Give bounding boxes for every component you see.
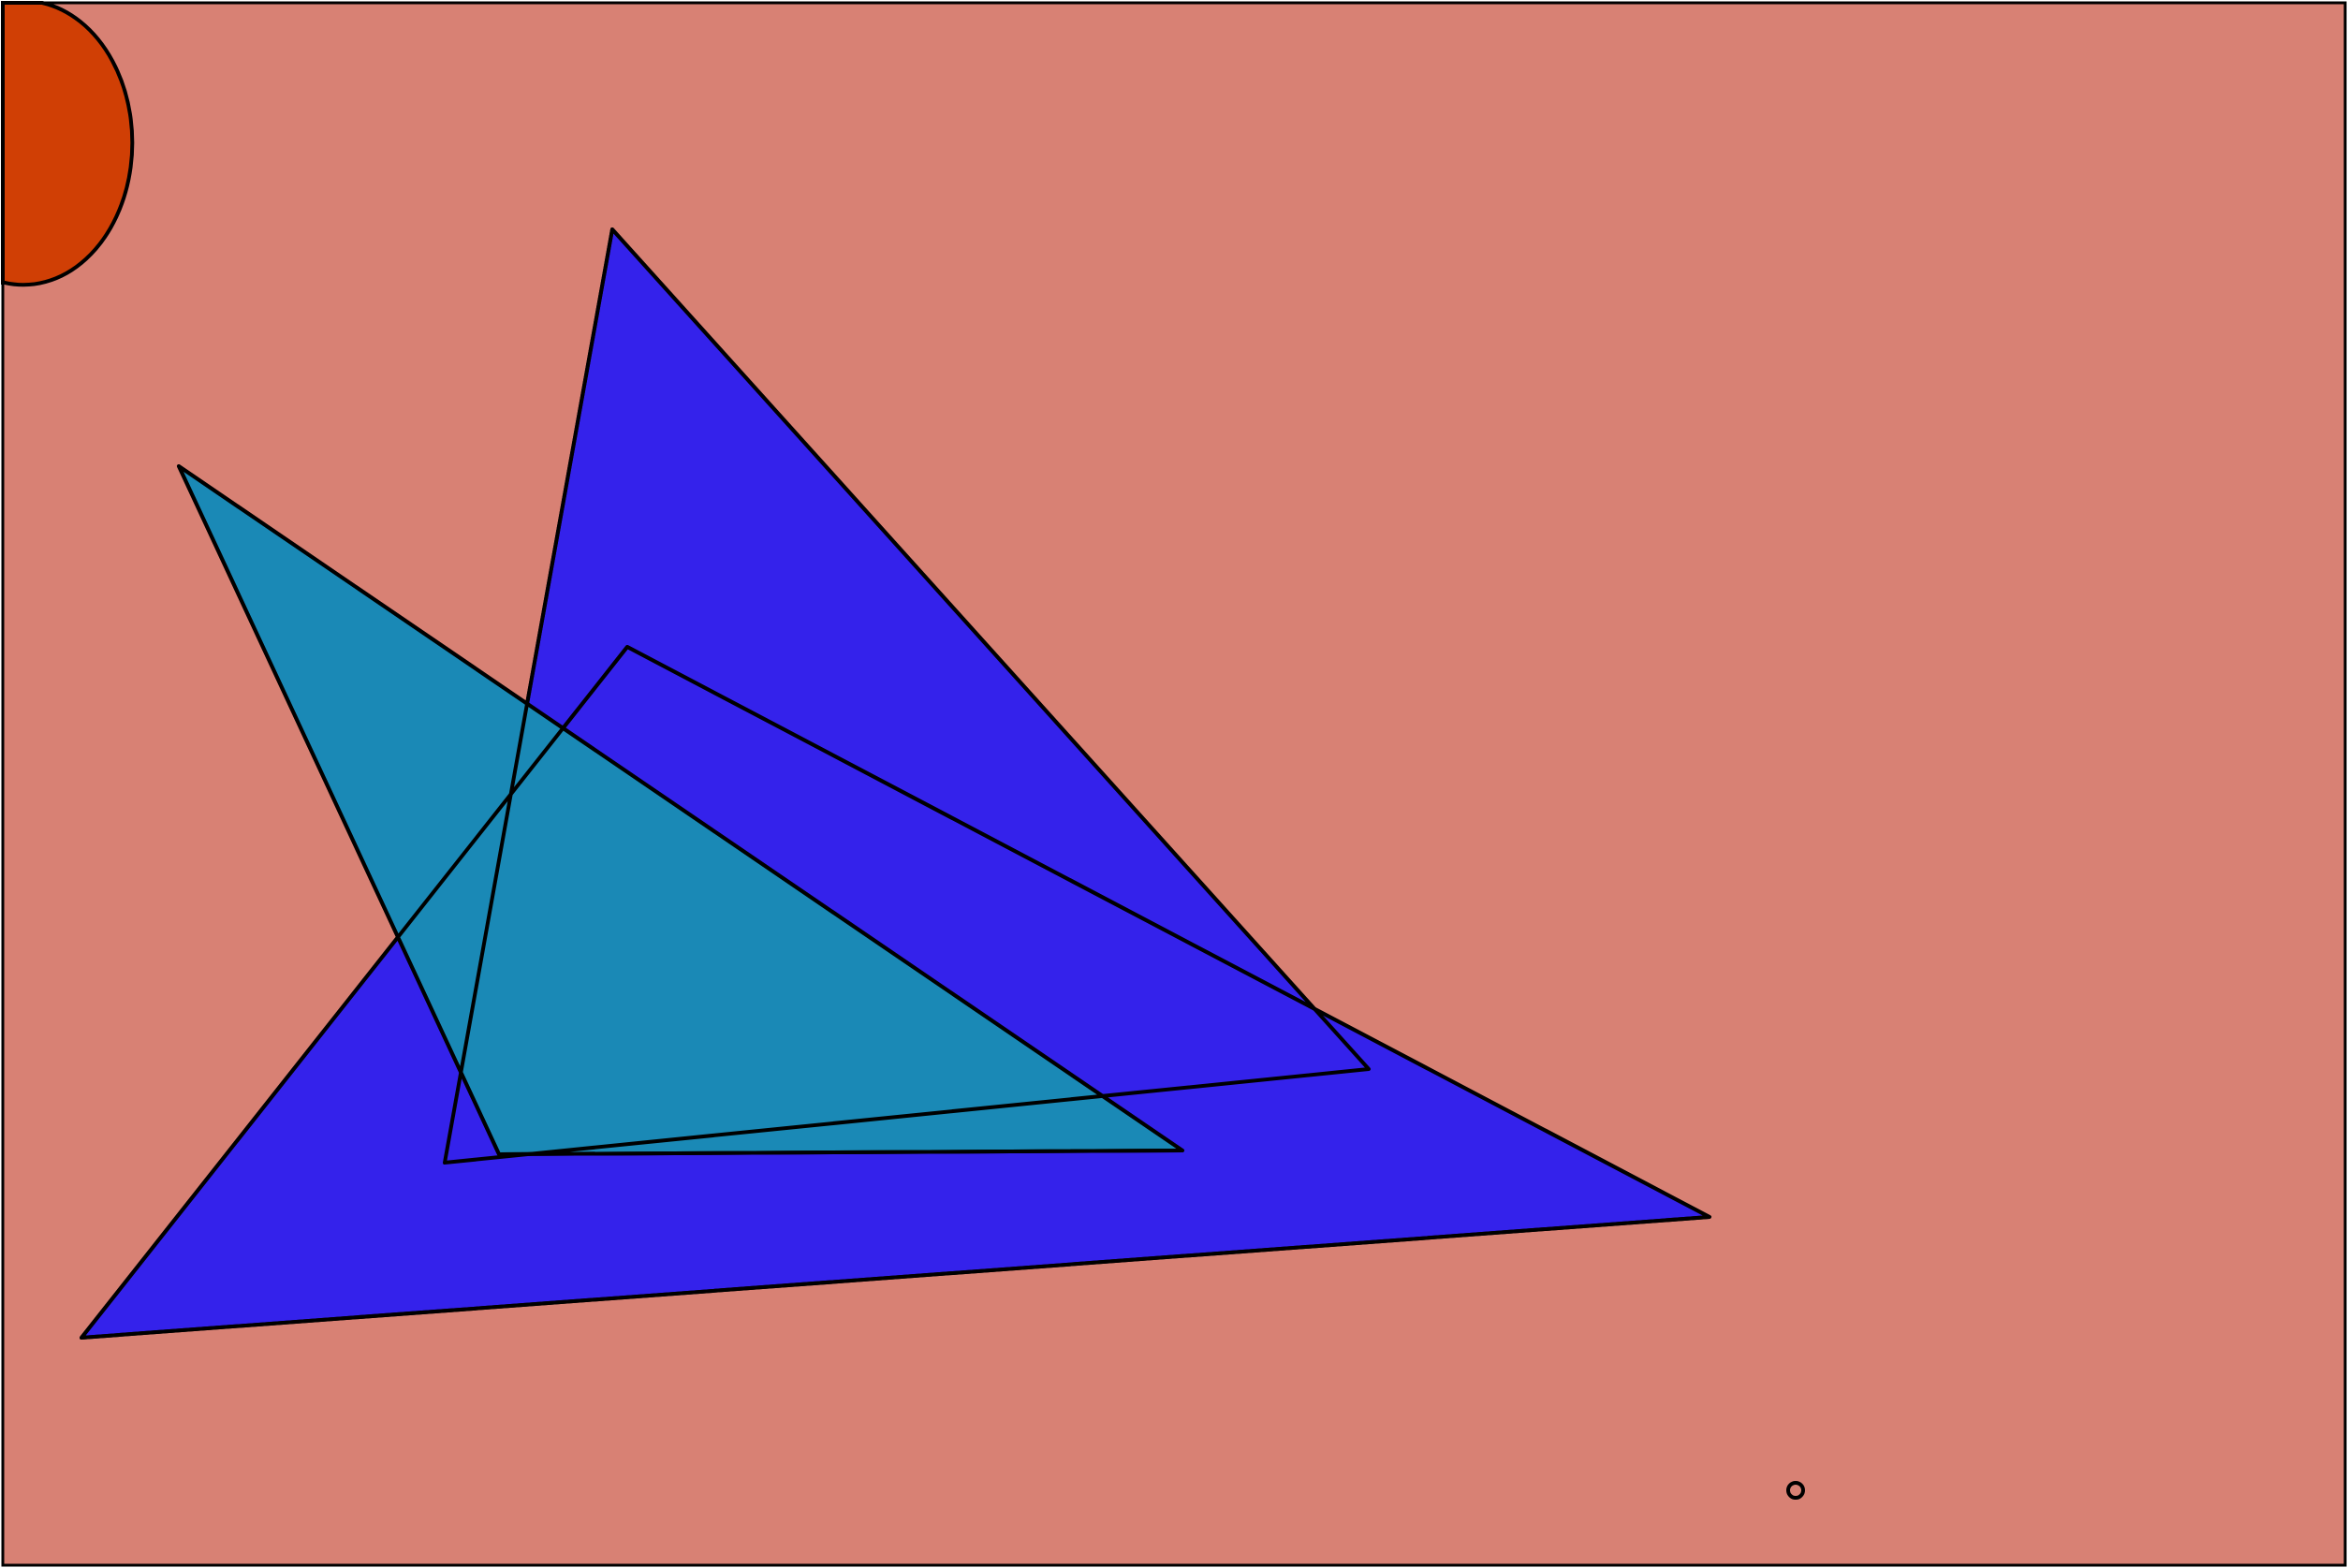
teal-triangle-outline (177, 464, 1184, 1156)
orange-circle (1, 1, 135, 287)
blue-triangle-tall-outline (443, 227, 1371, 1165)
blue-triangle-wide-outline (80, 645, 1711, 1340)
small-ring (1786, 1481, 1805, 1500)
